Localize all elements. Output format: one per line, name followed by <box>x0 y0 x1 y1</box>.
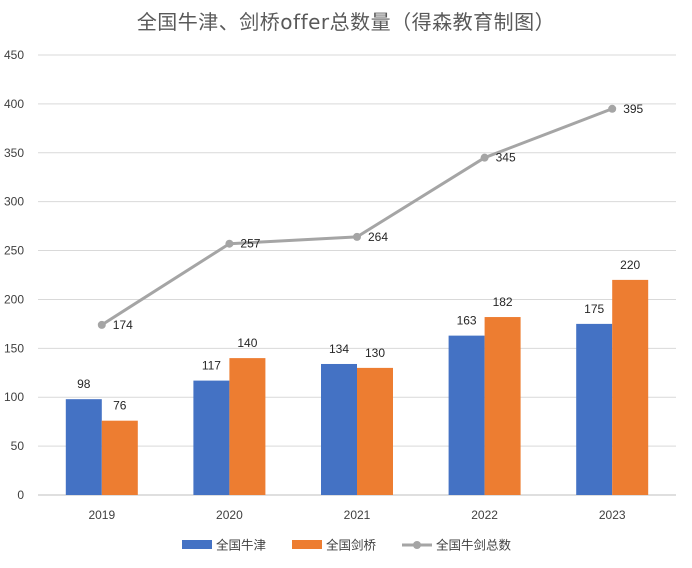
y-tick-label: 0 <box>17 488 24 502</box>
bar-全国牛津-2020 <box>193 380 230 495</box>
bar-value-label: 134 <box>329 342 349 356</box>
x-tick-label: 2020 <box>216 508 243 522</box>
line-value-label: 264 <box>368 230 388 244</box>
x-tick-label: 2022 <box>471 508 498 522</box>
bar-全国牛津-2023 <box>576 323 613 495</box>
y-tick-label: 400 <box>4 97 24 111</box>
line-marker-2021 <box>353 232 361 241</box>
chart-title: 全国牛津、剑桥offer总数量（得森教育制图） <box>136 10 556 34</box>
bar-全国牛津-2021 <box>321 363 357 495</box>
legend-label: 全国牛津 <box>216 538 266 553</box>
y-tick-label: 100 <box>4 390 24 404</box>
y-tick-label: 300 <box>4 195 24 209</box>
line-marker-2020 <box>225 239 234 248</box>
x-tick-label: 2021 <box>344 508 371 522</box>
legend-marker-全国牛剑总数 <box>413 541 421 549</box>
bar-value-label: 117 <box>202 359 221 373</box>
legend-label: 全国牛剑总数 <box>436 538 512 553</box>
data-labels: 98 117 134 163 175 76 140 130 182 220 174 257 264 345… <box>77 102 643 413</box>
y-tick-label: 350 <box>4 146 24 160</box>
legend: 全国牛津 全国剑桥 全国牛剑总数 <box>182 538 512 553</box>
bar-value-label: 182 <box>493 295 513 309</box>
bar-value-label: 130 <box>365 346 385 360</box>
y-tick-label: 450 <box>4 48 24 62</box>
x-tick-label: 2023 <box>599 508 626 522</box>
line-value-label: 174 <box>113 318 133 332</box>
axes: 0 50 100 150 200 250 300 350 400 450 2019 2020 2021 2… <box>4 48 626 522</box>
bar-value-label: 163 <box>457 314 477 328</box>
bar-全国剑桥-2019 <box>101 420 138 495</box>
bar-全国剑桥-2021 <box>357 367 393 495</box>
bar-全国剑桥-2023 <box>612 279 649 495</box>
bar-value-label: 98 <box>77 377 91 391</box>
line-value-label: 395 <box>623 102 643 116</box>
line-marker-2022 <box>480 153 489 162</box>
bar-全国牛津-2019 <box>65 399 102 495</box>
x-tick-label: 2019 <box>88 508 115 522</box>
bars <box>65 279 649 495</box>
bar-value-label: 76 <box>113 399 127 413</box>
y-tick-label: 50 <box>11 439 25 453</box>
legend-label: 全国剑桥 <box>326 538 377 553</box>
line-value-label: 257 <box>240 237 260 251</box>
legend-swatch-全国牛津 <box>182 540 212 549</box>
bar-value-label: 175 <box>584 302 604 316</box>
total-line <box>97 104 617 329</box>
line-value-label: 345 <box>496 151 516 165</box>
line-marker-2023 <box>608 104 617 113</box>
line-全国牛剑总数 <box>100 107 613 327</box>
y-tick-label: 200 <box>4 292 24 306</box>
bar-全国剑桥-2022 <box>484 317 521 495</box>
bar-全国剑桥-2020 <box>229 358 266 495</box>
y-tick-label: 150 <box>4 341 24 355</box>
legend-swatch-全国剑桥 <box>292 540 322 549</box>
bar-全国牛津-2022 <box>448 335 485 495</box>
bar-value-label: 140 <box>237 336 257 350</box>
line-marker-2019 <box>97 320 106 329</box>
y-tick-label: 250 <box>4 244 24 258</box>
bar-value-label: 220 <box>620 258 640 272</box>
